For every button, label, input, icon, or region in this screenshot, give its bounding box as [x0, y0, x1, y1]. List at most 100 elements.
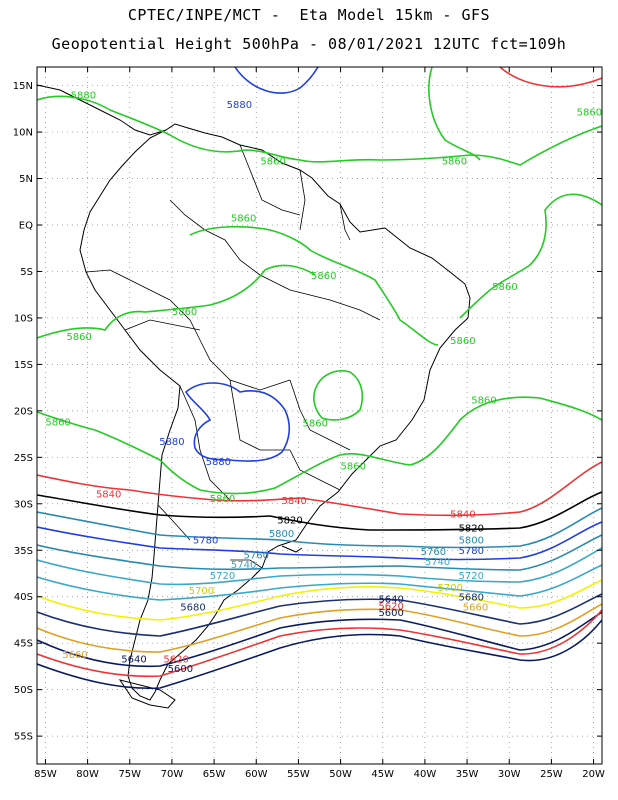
contour-label: 5740 — [425, 557, 450, 568]
lat-tick-label: 40S — [14, 592, 33, 603]
contour-5860-e — [37, 264, 316, 339]
contour-5780 — [37, 521, 602, 561]
lon-tick-label: 55W — [287, 769, 310, 780]
contour-label: 5860 — [492, 282, 517, 293]
contour-label: 5720 — [459, 571, 484, 582]
contour-label: 5860 — [172, 307, 197, 318]
lon-tick-label: 50W — [329, 769, 352, 780]
contour-5660 — [37, 603, 602, 653]
title-line-2: Geopotential Height 500hPa - 08/01/2021 … — [51, 35, 567, 53]
lat-tick-label: 20S — [14, 406, 33, 417]
contour-label: 5760 — [421, 547, 446, 558]
contour-5860-c — [189, 225, 439, 346]
contour-5620 — [37, 609, 602, 678]
contour-label: 5660 — [62, 650, 87, 661]
lon-tick-label: 70W — [161, 769, 184, 780]
contour-label: 5720 — [210, 571, 235, 582]
contour-label: 5840 — [450, 510, 475, 521]
contour-5860-a — [37, 95, 602, 166]
lon-tick-label: 45W — [371, 769, 394, 780]
contour-label: 5860 — [210, 494, 235, 505]
lon-tick-label: 20W — [582, 769, 605, 780]
contour-label: 5800 — [269, 529, 294, 540]
contour-label: 5760 — [244, 551, 269, 562]
contour-5720 — [37, 564, 602, 601]
lat-tick-label: 45S — [14, 639, 33, 650]
contour-label: 5860 — [577, 107, 602, 118]
lat-tick-label: 35S — [14, 546, 33, 557]
lat-tick-label: 15N — [13, 81, 33, 92]
contour-label: 5860 — [66, 332, 91, 343]
lat-tick-label: 25S — [14, 453, 33, 464]
contour-label: 5620 — [378, 602, 403, 613]
map-frame — [36, 66, 603, 765]
contour-5840-north — [499, 67, 602, 88]
contour-5820 — [37, 491, 602, 531]
contour-label: 5860 — [303, 419, 328, 430]
contour-5880-south — [184, 382, 291, 462]
lat-tick-label: 5N — [19, 174, 33, 185]
country-borders — [85, 144, 381, 569]
contour-5860-g — [37, 396, 602, 495]
contour-label: 5880 — [159, 437, 184, 448]
axis-ticks: 15N 10N 5N EQ 5S 10S 15S 20S 25S 30S 35S 40S 45S 50S 5… — [13, 67, 605, 780]
lon-tick-label: 60W — [245, 769, 268, 780]
contour-5860-b — [428, 67, 481, 161]
contour-label: 5860 — [231, 213, 256, 224]
contour-label: 5800 — [459, 536, 484, 547]
contour-label: 5840 — [96, 489, 121, 500]
lon-tick-label: 35W — [456, 769, 479, 780]
contour-5880-north — [234, 67, 319, 94]
contour-label: 5860 — [450, 336, 475, 347]
contour-label: 5820 — [459, 524, 484, 535]
contour-label: 5880 — [227, 100, 252, 111]
lon-tick-label: 40W — [414, 769, 437, 780]
contour-lines — [37, 67, 602, 690]
contour-5760 — [37, 534, 602, 571]
lat-tick-label: EQ — [19, 220, 33, 231]
contour-labels: 5880 5880 5860 5860 5860 5860 5860 5860 5860 5860… — [45, 91, 602, 675]
title-line-1: CPTEC/INPE/MCT - Eta Model 15km - GFS — [127, 6, 491, 24]
contour-label: 5640 — [121, 655, 146, 666]
contour-label: 5880 — [71, 91, 96, 102]
lon-tick-label: 30W — [498, 769, 521, 780]
contour-label: 5780 — [193, 536, 218, 547]
lat-tick-label: 10S — [14, 313, 33, 324]
contour-5800 — [37, 507, 602, 549]
lat-tick-label: 10N — [13, 128, 33, 139]
lon-tick-label: 25W — [540, 769, 563, 780]
contour-label: 5860 — [260, 157, 285, 168]
lon-tick-label: 75W — [118, 769, 141, 780]
contour-label: 5840 — [281, 496, 306, 507]
contour-label: 5660 — [463, 603, 488, 614]
contour-5640 — [37, 611, 602, 668]
lat-tick-label: 15S — [14, 360, 33, 371]
contour-label: 5680 — [459, 592, 484, 603]
lon-tick-label: 80W — [76, 769, 99, 780]
contour-label: 5880 — [206, 457, 231, 468]
contour-label: 5600 — [378, 608, 403, 619]
contour-label: 5860 — [311, 271, 336, 282]
contour-5700 — [37, 579, 602, 621]
graticule — [37, 67, 602, 764]
contour-label: 5600 — [168, 664, 193, 675]
contour-label: 5860 — [45, 418, 70, 429]
contour-5740 — [37, 547, 602, 586]
contour-label: 5740 — [231, 560, 256, 571]
contour-5860-f — [313, 370, 364, 421]
contour-label: 5780 — [459, 546, 484, 557]
contour-label: 5820 — [277, 515, 302, 526]
lat-tick-label: 30S — [14, 499, 33, 510]
contour-label: 5620 — [163, 655, 188, 666]
contour-label: 5700 — [437, 583, 462, 594]
lat-tick-label: 55S — [14, 732, 33, 743]
contour-label: 5680 — [180, 603, 205, 614]
contour-label: 5860 — [471, 395, 496, 406]
lat-tick-label: 50S — [14, 685, 33, 696]
lat-tick-label: 5S — [20, 267, 33, 278]
coastline — [37, 84, 471, 709]
contour-5600 — [37, 619, 602, 690]
contour-5840 — [37, 461, 602, 517]
lon-tick-label: 85W — [34, 769, 57, 780]
